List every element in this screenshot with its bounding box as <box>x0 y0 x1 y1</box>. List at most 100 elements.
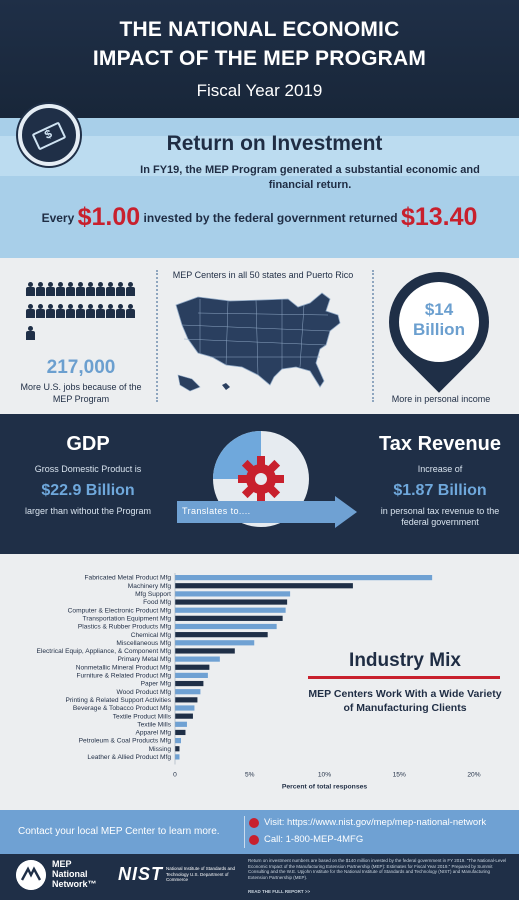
bar <box>175 705 195 711</box>
person-icon <box>46 304 55 318</box>
industry-title-underline <box>308 676 500 679</box>
map-caption: MEP Centers in all 50 states and Puerto … <box>172 270 354 280</box>
category-label: Printing & Related Support Activities <box>65 697 171 704</box>
income-value-line2: Billion <box>413 320 465 339</box>
gdp-value: $22.9 Billion <box>41 482 135 499</box>
category-label: Wood Product Mfg <box>117 689 172 696</box>
person-icon <box>36 282 45 296</box>
bar <box>175 746 180 752</box>
category-label: Miscellaneous Mfg <box>116 640 171 647</box>
x-tick-label: 5% <box>245 771 255 778</box>
category-label: Leather & Allied Product Mfg <box>87 754 171 761</box>
title-line-1: THE NATIONAL ECONOMIC <box>119 18 400 41</box>
nist-subtitle: National Institute of Standards and Tech… <box>166 866 236 882</box>
bar <box>175 729 186 736</box>
mep-network-name: MEP National Network™ <box>52 859 112 889</box>
category-label: Fabricated Metal Product Mfg <box>85 575 172 582</box>
category-label: Plastics & Rubber Products Mfg <box>78 624 171 631</box>
category-label: Computer & Electronic Product Mfg <box>68 607 172 614</box>
people-icon-grid <box>26 282 136 348</box>
person-icon <box>116 282 125 296</box>
bar <box>175 632 268 638</box>
bar <box>175 648 235 654</box>
roi-band <box>0 136 519 176</box>
us-map-icon <box>175 292 341 392</box>
income-text: More in personal income <box>391 394 491 404</box>
category-label: Textile Mills <box>137 721 171 728</box>
person-icon <box>56 282 65 296</box>
gdp-text2: larger than without the Program <box>24 506 152 516</box>
category-label: Transportation Equipment Mfg <box>83 615 172 622</box>
read-full-report-link[interactable]: READ THE FULL REPORT >> <box>248 889 311 894</box>
person-icon <box>66 282 75 296</box>
divider-left <box>156 270 158 402</box>
phone-link[interactable]: Call: 1-800-MEP-4MFG <box>264 834 364 845</box>
translates-label: Translates to.... <box>182 506 251 516</box>
person-icon <box>26 282 35 296</box>
pin-center <box>399 282 479 362</box>
bar <box>175 713 193 719</box>
bar <box>175 607 286 613</box>
tax-value: $1.87 Billion <box>393 482 487 499</box>
person-icon <box>36 304 45 318</box>
mep-logo-icon <box>16 860 46 890</box>
industry-title: Industry Mix <box>349 650 461 671</box>
industry-section <box>0 554 519 810</box>
tax-title: Tax Revenue <box>379 433 501 455</box>
category-label: Paper Mfg <box>141 681 172 688</box>
person-icon <box>86 304 95 318</box>
person-icon <box>56 304 65 318</box>
category-label: Apparel Mfg <box>135 730 171 737</box>
contact-divider <box>244 816 245 848</box>
invested-amount: $1.00 <box>77 203 141 231</box>
person-icon <box>76 282 85 296</box>
roi-section <box>0 118 519 258</box>
mep-line1: MEP <box>52 859 72 869</box>
bar <box>175 583 353 589</box>
x-tick-label: 0 <box>173 771 177 778</box>
person-icon <box>46 282 55 296</box>
returned-amount: $13.40 <box>400 203 478 231</box>
bar <box>175 672 208 678</box>
tax-text1: Increase of <box>417 464 463 474</box>
person-icon <box>106 304 115 318</box>
person-icon <box>76 304 85 318</box>
person-icon <box>116 304 125 318</box>
nist-logo: NIST <box>118 864 164 884</box>
fine-print: Return on investment numbers are based o… <box>248 858 507 880</box>
bar <box>175 591 291 597</box>
category-label: Food Mfg <box>143 599 171 606</box>
bar <box>175 623 277 630</box>
category-label: Missing <box>149 746 172 753</box>
category-label: Chemical Mfg <box>131 632 172 639</box>
category-label: Machinery Mfg <box>128 583 172 590</box>
globe-icon <box>249 818 259 828</box>
person-icon <box>96 304 105 318</box>
bar <box>175 664 210 670</box>
header-banner: THE NATIONAL ECONOMIC IMPACT OF THE MEP … <box>0 0 519 118</box>
x-tick-label: 20% <box>467 771 480 778</box>
bar <box>175 680 204 687</box>
category-label: Beverage & Tobacco Product Mfg <box>73 705 171 712</box>
roi-middle: invested by the federal government retur… <box>143 211 398 225</box>
bar <box>175 615 283 621</box>
fiscal-year-subtitle: Fiscal Year 2019 <box>196 81 323 100</box>
industry-subtitle: MEP Centers Work With a Wide Variety of … <box>308 688 502 714</box>
website-link[interactable]: Visit: https://www.nist.gov/mep/mep-nati… <box>264 817 487 828</box>
income-value-line1: $14 <box>424 300 454 319</box>
money-icon: $ <box>18 104 80 166</box>
bar <box>175 656 220 662</box>
roi-statement: Every $1.00 invested by the federal gove… <box>0 203 519 232</box>
person-icon <box>96 282 105 296</box>
footer <box>0 854 519 900</box>
bar <box>175 689 201 695</box>
category-label: Textile Product Mills <box>113 713 172 720</box>
roi-title: Return on Investment <box>166 132 383 155</box>
roi-prefix: Every <box>41 211 75 225</box>
person-icon <box>86 282 95 296</box>
x-axis-label: Percent of total responses <box>282 783 368 790</box>
arrow-right-icon <box>177 496 357 528</box>
roi-description: In FY19, the MEP Program generated a sub… <box>140 164 480 191</box>
x-tick-label: 10% <box>318 771 331 778</box>
